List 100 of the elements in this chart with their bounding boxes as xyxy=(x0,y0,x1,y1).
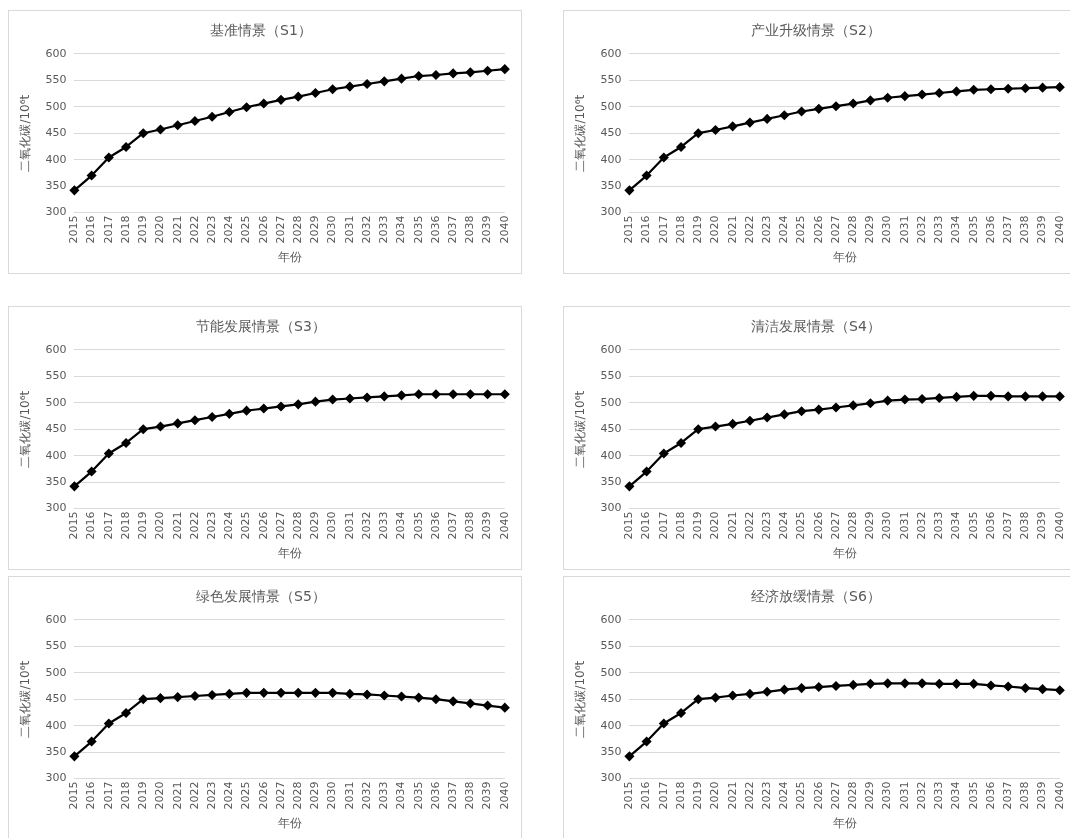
x-tick-label: 2032 xyxy=(914,511,928,540)
point xyxy=(969,391,979,401)
y-axis-title: 二氧化碳/10⁶t xyxy=(573,660,588,738)
point xyxy=(848,680,858,690)
point xyxy=(138,424,148,434)
point xyxy=(796,406,807,416)
point xyxy=(396,691,407,702)
point xyxy=(310,397,321,407)
point xyxy=(155,124,166,135)
point xyxy=(155,693,166,703)
x-tick-label: 2037 xyxy=(1001,215,1015,244)
point xyxy=(710,693,721,703)
x-tick-label: 2020 xyxy=(153,215,167,244)
point xyxy=(379,690,389,701)
point xyxy=(362,689,372,700)
y-tick-label: 400 xyxy=(600,718,622,732)
point xyxy=(917,89,927,100)
point xyxy=(482,700,493,711)
x-tick-label: 2017 xyxy=(656,781,670,810)
x-tick-label: 2040 xyxy=(1052,781,1066,810)
point xyxy=(224,689,234,699)
x-tick-label: 2031 xyxy=(897,511,911,540)
point xyxy=(624,185,634,195)
point xyxy=(1003,391,1013,401)
point xyxy=(762,687,772,697)
x-tick-label: 2024 xyxy=(777,215,791,244)
y-tick-label: 300 xyxy=(600,771,622,785)
y-tick-label: 600 xyxy=(45,46,67,60)
x-tick-label: 2022 xyxy=(187,511,201,540)
point xyxy=(693,694,703,704)
point xyxy=(796,106,807,117)
x-tick-label: 2019 xyxy=(136,215,150,244)
y-tick-label: 400 xyxy=(600,448,622,462)
x-tick-label: 2027 xyxy=(273,215,287,244)
point xyxy=(745,689,755,699)
point xyxy=(951,392,962,402)
point xyxy=(87,466,97,477)
x-tick-label: 2018 xyxy=(673,511,687,540)
x-tick-label: 2033 xyxy=(377,781,391,810)
x-tick-label: 2029 xyxy=(863,511,877,540)
x-tick-label: 2033 xyxy=(932,781,946,810)
x-tick-label: 2019 xyxy=(691,511,705,540)
x-tick-label: 2030 xyxy=(325,781,339,810)
point xyxy=(728,690,738,701)
x-tick-label: 2024 xyxy=(222,215,236,244)
point xyxy=(676,438,686,448)
chart-title: 清洁发展情景（S4） xyxy=(751,318,881,335)
x-tick-label: 2023 xyxy=(204,511,218,540)
x-tick-label: 2037 xyxy=(446,215,460,244)
x-tick-label: 2017 xyxy=(656,511,670,540)
point xyxy=(276,95,286,105)
x-tick-label: 2029 xyxy=(308,511,322,540)
x-tick-label: 2027 xyxy=(828,215,842,244)
y-tick-label: 300 xyxy=(45,205,67,219)
point xyxy=(642,466,652,477)
x-tick-label: 2040 xyxy=(1052,215,1066,244)
point xyxy=(207,690,217,700)
y-tick-label: 400 xyxy=(45,718,67,732)
x-tick-label: 2028 xyxy=(846,781,860,810)
x-tick-label: 2034 xyxy=(394,511,408,540)
point xyxy=(659,152,669,163)
point xyxy=(969,679,979,689)
x-axis-title: 年份 xyxy=(832,815,857,830)
x-tick-label: 2015 xyxy=(622,511,636,540)
y-tick-label: 500 xyxy=(600,665,622,679)
x-tick-label: 2029 xyxy=(863,781,877,810)
x-tick-label: 2022 xyxy=(187,215,201,244)
x-tick-label: 2036 xyxy=(428,215,442,244)
x-tick-label: 2019 xyxy=(136,781,150,810)
x-tick-label: 2021 xyxy=(725,781,739,810)
point xyxy=(1003,681,1013,692)
point xyxy=(465,389,475,399)
y-tick-label: 550 xyxy=(600,639,622,653)
point xyxy=(448,68,458,78)
point xyxy=(328,394,338,405)
x-tick-label: 2038 xyxy=(1018,781,1032,810)
x-tick-label: 2022 xyxy=(187,781,201,810)
point xyxy=(104,152,114,163)
x-axis-title: 年份 xyxy=(277,545,302,560)
x-tick-label: 2035 xyxy=(411,781,425,810)
point xyxy=(1037,391,1048,401)
point xyxy=(1037,684,1048,694)
x-tick-label: 2015 xyxy=(67,215,81,244)
point xyxy=(138,694,148,704)
point xyxy=(121,708,131,718)
x-tick-label: 2028 xyxy=(291,511,305,540)
point xyxy=(917,394,927,404)
x-axis-title: 年份 xyxy=(832,249,857,264)
point xyxy=(659,448,669,459)
point xyxy=(241,406,252,416)
point xyxy=(190,415,200,425)
x-tick-label: 2025 xyxy=(239,511,253,540)
x-tick-label: 2039 xyxy=(480,511,494,540)
point xyxy=(762,412,772,423)
chart-title: 产业升级情景（S2） xyxy=(751,22,881,39)
point xyxy=(865,679,876,689)
point xyxy=(1020,83,1030,93)
point xyxy=(396,390,407,400)
x-tick-label: 2033 xyxy=(932,215,946,244)
y-tick-label: 350 xyxy=(45,745,67,758)
